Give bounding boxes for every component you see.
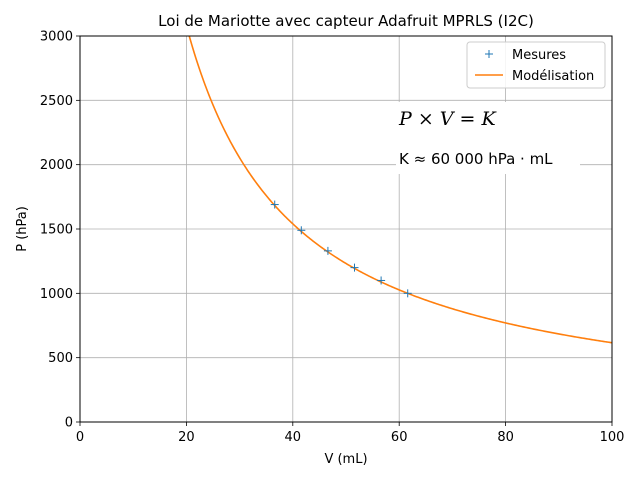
series-layer (188, 36, 612, 344)
data-point (323, 246, 332, 255)
x-tick-label: 40 (285, 430, 302, 445)
y-tick-label: 500 (48, 351, 73, 366)
constant-annotation: K ≈ 60 000 hPa · mL (399, 150, 553, 168)
x-tick-label: 80 (497, 430, 514, 445)
data-point (403, 289, 412, 298)
legend-label-mesures: Mesures (512, 48, 566, 63)
x-tick-label: 60 (391, 430, 408, 445)
data-point (297, 226, 306, 235)
legend-marker-mesures (485, 50, 493, 58)
x-tick-label: 0 (76, 430, 84, 445)
markers (270, 200, 412, 298)
legend-frame (466, 41, 606, 89)
data-point (377, 276, 386, 285)
chart-title: Loi de Mariotte avec capteur Adafruit MP… (158, 12, 534, 30)
y-tick-label: 2500 (40, 94, 73, 109)
annotation-box: P × V = K K ≈ 60 000 hPa · mL (396, 102, 580, 174)
legend: Mesures Modélisation (466, 41, 606, 89)
model-curve (188, 36, 612, 344)
y-tick-label: 0 (65, 416, 73, 431)
y-tick-label: 3000 (40, 30, 73, 45)
y-tick-label: 2000 (40, 158, 73, 173)
annotation-background (396, 102, 580, 174)
y-axis-label: P (hPa) (15, 206, 30, 252)
y-tick-label: 1500 (40, 223, 73, 238)
y-tick-label: 1000 (40, 287, 73, 302)
data-point (350, 263, 359, 272)
grid (79, 35, 613, 423)
x-axis-label: V (mL) (324, 452, 367, 467)
data-point (270, 200, 279, 209)
x-tick-label: 100 (600, 430, 625, 445)
x-tick-label: 20 (178, 430, 195, 445)
legend-label-modelisation: Modélisation (512, 69, 594, 84)
equation-annotation: P × V = K (398, 108, 498, 130)
